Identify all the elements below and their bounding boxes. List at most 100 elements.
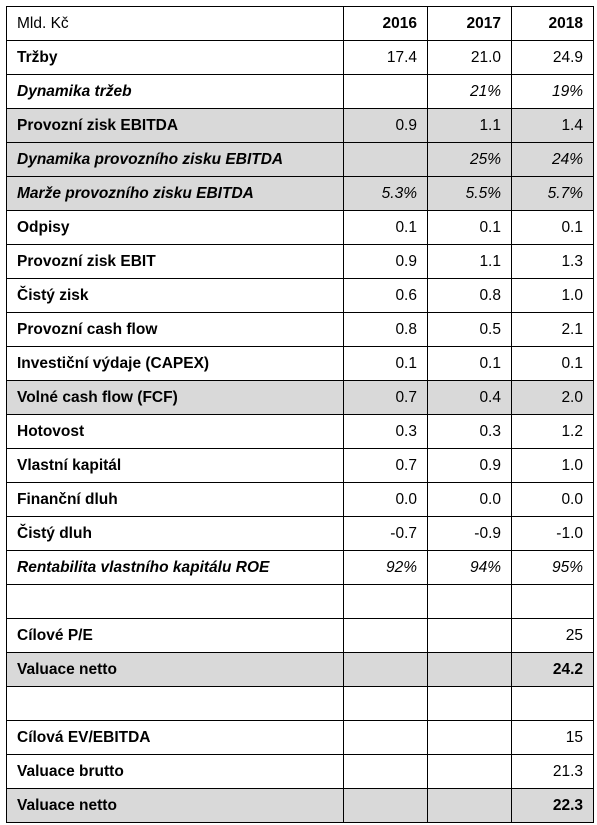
cell-2017 [427, 584, 512, 619]
cell-2017: 1.1 [427, 108, 512, 143]
row-free-cash-flow: Volné cash flow (FCF) 0.7 0.4 2.0 [6, 380, 594, 415]
cell-2018: 15 [511, 720, 594, 755]
row-label: Provozní cash flow [6, 312, 344, 347]
row-label: Investiční výdaje (CAPEX) [6, 346, 344, 381]
cell-2018: 2.0 [511, 380, 594, 415]
cell-2018: 24% [511, 142, 594, 177]
row-revenue: Tržby 17.4 21.0 24.9 [6, 40, 594, 75]
cell-2017: -0.9 [427, 516, 512, 551]
cell-2018: 25 [511, 618, 594, 653]
cell-2016: 0.9 [343, 108, 428, 143]
row-label: Dynamika tržeb [6, 74, 344, 109]
cell-2017: 1.1 [427, 244, 512, 279]
row-label: Valuace netto [6, 788, 344, 823]
unit-label: Mld. Kč [6, 6, 344, 41]
cell-2018: 2.1 [511, 312, 594, 347]
cell-2016: 0.7 [343, 448, 428, 483]
cell-2018 [511, 686, 594, 721]
row-label: Vlastní kapitál [6, 448, 344, 483]
row-gross-valuation: Valuace brutto 21.3 [6, 754, 594, 789]
cell-2016: 0.7 [343, 380, 428, 415]
cell-2017: 0.8 [427, 278, 512, 313]
row-ebit: Provozní zisk EBIT 0.9 1.1 1.3 [6, 244, 594, 279]
cell-2018: 0.1 [511, 210, 594, 245]
row-label: Tržby [6, 40, 344, 75]
cell-2018: 1.0 [511, 278, 594, 313]
cell-2016: 0.9 [343, 244, 428, 279]
row-label: Cílové P/E [6, 618, 344, 653]
cell-2017: 94% [427, 550, 512, 585]
financial-table-container: Mld. Kč 2016 2017 2018 Tržby 17.4 21.0 24.9… [6, 6, 594, 823]
cell-2016: 92% [343, 550, 428, 585]
cell-2018: 1.4 [511, 108, 594, 143]
cell-2017: 25% [427, 142, 512, 177]
cell-2017 [427, 754, 512, 789]
cell-2017: 0.9 [427, 448, 512, 483]
cell-2016 [343, 788, 428, 823]
row-ebitda: Provozní zisk EBITDA 0.9 1.1 1.4 [6, 108, 594, 143]
cell-2018: 1.0 [511, 448, 594, 483]
cell-2018: 0.1 [511, 346, 594, 381]
cell-2016 [343, 720, 428, 755]
row-target-ev-ebitda: Cílová EV/EBITDA 15 [6, 720, 594, 755]
cell-2016 [343, 754, 428, 789]
cell-2018: 5.7% [511, 176, 594, 211]
cell-2017: 5.5% [427, 176, 512, 211]
cell-2016: 0.1 [343, 210, 428, 245]
cell-2016: 0.3 [343, 414, 428, 449]
cell-2017 [427, 618, 512, 653]
cell-2016 [343, 74, 428, 109]
cell-2016: 17.4 [343, 40, 428, 75]
financial-table-body: Mld. Kč 2016 2017 2018 Tržby 17.4 21.0 24.9… [6, 6, 594, 823]
row-label: Odpisy [6, 210, 344, 245]
row-spacer [6, 584, 594, 619]
row-ebitda-growth: Dynamika provozního zisku EBITDA 25% 24% [6, 142, 594, 177]
cell-2018: 1.2 [511, 414, 594, 449]
cell-2016 [343, 142, 428, 177]
cell-2016: 0.1 [343, 346, 428, 381]
cell-2017 [427, 686, 512, 721]
year-header: 2018 [511, 6, 594, 41]
cell-2018: 24.2 [511, 652, 594, 687]
cell-2018 [511, 584, 594, 619]
row-label [6, 584, 344, 619]
cell-2016: 0.0 [343, 482, 428, 517]
row-label: Volné cash flow (FCF) [6, 380, 344, 415]
year-header: 2016 [343, 6, 428, 41]
row-net-valuation-pe: Valuace netto 24.2 [6, 652, 594, 687]
cell-2016: -0.7 [343, 516, 428, 551]
row-equity: Vlastní kapitál 0.7 0.9 1.0 [6, 448, 594, 483]
row-capex: Investiční výdaje (CAPEX) 0.1 0.1 0.1 [6, 346, 594, 381]
row-net-valuation-ev: Valuace netto 22.3 [6, 788, 594, 823]
cell-2016 [343, 618, 428, 653]
row-spacer [6, 686, 594, 721]
cell-2018: 21.3 [511, 754, 594, 789]
row-cash: Hotovost 0.3 0.3 1.2 [6, 414, 594, 449]
cell-2016: 0.6 [343, 278, 428, 313]
row-label: Valuace brutto [6, 754, 344, 789]
cell-2017: 0.0 [427, 482, 512, 517]
row-label [6, 686, 344, 721]
cell-2017: 0.3 [427, 414, 512, 449]
financial-table: Mld. Kč 2016 2017 2018 Tržby 17.4 21.0 24.9… [6, 6, 594, 823]
row-label: Provozní zisk EBIT [6, 244, 344, 279]
row-net-income: Čistý zisk 0.6 0.8 1.0 [6, 278, 594, 313]
cell-2018: 22.3 [511, 788, 594, 823]
header-row: Mld. Kč 2016 2017 2018 [6, 6, 594, 41]
row-revenue-growth: Dynamika tržeb 21% 19% [6, 74, 594, 109]
cell-2018: 1.3 [511, 244, 594, 279]
cell-2016: 5.3% [343, 176, 428, 211]
row-financial-debt: Finanční dluh 0.0 0.0 0.0 [6, 482, 594, 517]
cell-2016 [343, 686, 428, 721]
cell-2017 [427, 720, 512, 755]
row-net-debt: Čistý dluh -0.7 -0.9 -1.0 [6, 516, 594, 551]
cell-2018: 19% [511, 74, 594, 109]
cell-2017: 21% [427, 74, 512, 109]
cell-2018: 95% [511, 550, 594, 585]
cell-2016 [343, 584, 428, 619]
cell-2017: 0.1 [427, 346, 512, 381]
row-depreciation: Odpisy 0.1 0.1 0.1 [6, 210, 594, 245]
row-label: Dynamika provozního zisku EBITDA [6, 142, 344, 177]
row-ebitda-margin: Marže provozního zisku EBITDA 5.3% 5.5% 5.7… [6, 176, 594, 211]
year-header: 2017 [427, 6, 512, 41]
